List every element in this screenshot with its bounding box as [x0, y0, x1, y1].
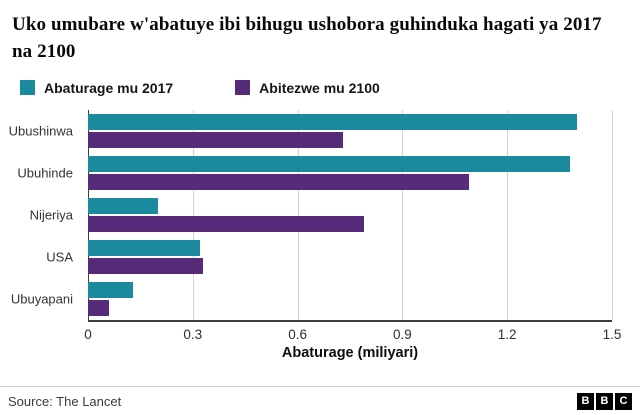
bar-2100: [88, 257, 204, 274]
bar-2017: [88, 239, 200, 256]
legend-label-2017: Abaturage mu 2017: [44, 79, 174, 96]
bbc-logo-block: B: [596, 392, 613, 410]
bar-2100: [88, 299, 109, 316]
gridline: [297, 109, 299, 320]
bbc-logo: B B C: [577, 392, 632, 410]
bar-2017: [88, 155, 571, 172]
bbc-logo-block: C: [615, 392, 632, 410]
bar-2100: [88, 173, 469, 190]
bar-group: Ubuhinde: [17, 152, 612, 194]
x-tick-label: 0.9: [393, 326, 412, 342]
bbc-logo-block: B: [577, 392, 594, 410]
x-tick-label: 0.6: [288, 326, 307, 342]
legend: Abaturage mu 2017 Abitezwe mu 2100: [0, 70, 640, 108]
legend-item-2017: Abaturage mu 2017: [20, 80, 173, 96]
x-tick-label: 0.3: [183, 326, 203, 342]
bar-2100: [88, 215, 364, 232]
gridline: [612, 109, 613, 320]
x-tick-label: 0: [84, 326, 92, 342]
gridline: [402, 109, 404, 320]
bar-group: USA: [46, 236, 612, 278]
bar-2017: [88, 281, 134, 298]
legend-swatch-2017-icon: [20, 80, 35, 96]
source-credit: Source: The Lancet: [8, 393, 122, 409]
x-axis-ticks: 0 0.3 0.6 0.9 1.2 1.5: [84, 322, 621, 344]
legend-swatch-2100-icon: [235, 80, 251, 96]
bar-2100: [88, 131, 343, 148]
x-axis-label: Abaturage (miliyari): [281, 344, 419, 361]
x-tick-label: 1.2: [497, 326, 517, 342]
legend-label-2100: Abitezwe mu 2100: [259, 79, 380, 96]
bar-group: Nijeriya: [30, 194, 612, 236]
category-label: Ubuhinde: [17, 165, 73, 181]
category-label: Ubushinwa: [8, 123, 73, 139]
bar-group: Ubushinwa: [9, 110, 612, 152]
plot-area: Ubushinwa Ubuhinde Nijeriya USA Ubuyapani: [9, 109, 613, 322]
category-label: USA: [46, 249, 73, 265]
chart-title: Uko umubare w'abatuye ibi bihugu ushobor…: [12, 14, 602, 62]
bar-group: Ubuyapani: [11, 278, 612, 320]
footer: Source: The Lancet B B C: [0, 386, 640, 415]
legend-item-2100: Abitezwe mu 2100: [235, 80, 380, 96]
x-tick-label: 1.5: [602, 326, 622, 342]
gridline: [507, 109, 509, 320]
bar-2017: [88, 113, 578, 130]
y-axis-line: [88, 109, 89, 320]
category-label: Ubuyapani: [10, 291, 73, 307]
gridline: [192, 109, 194, 320]
bar-2017: [88, 197, 158, 214]
category-label: Nijeriya: [29, 207, 73, 223]
